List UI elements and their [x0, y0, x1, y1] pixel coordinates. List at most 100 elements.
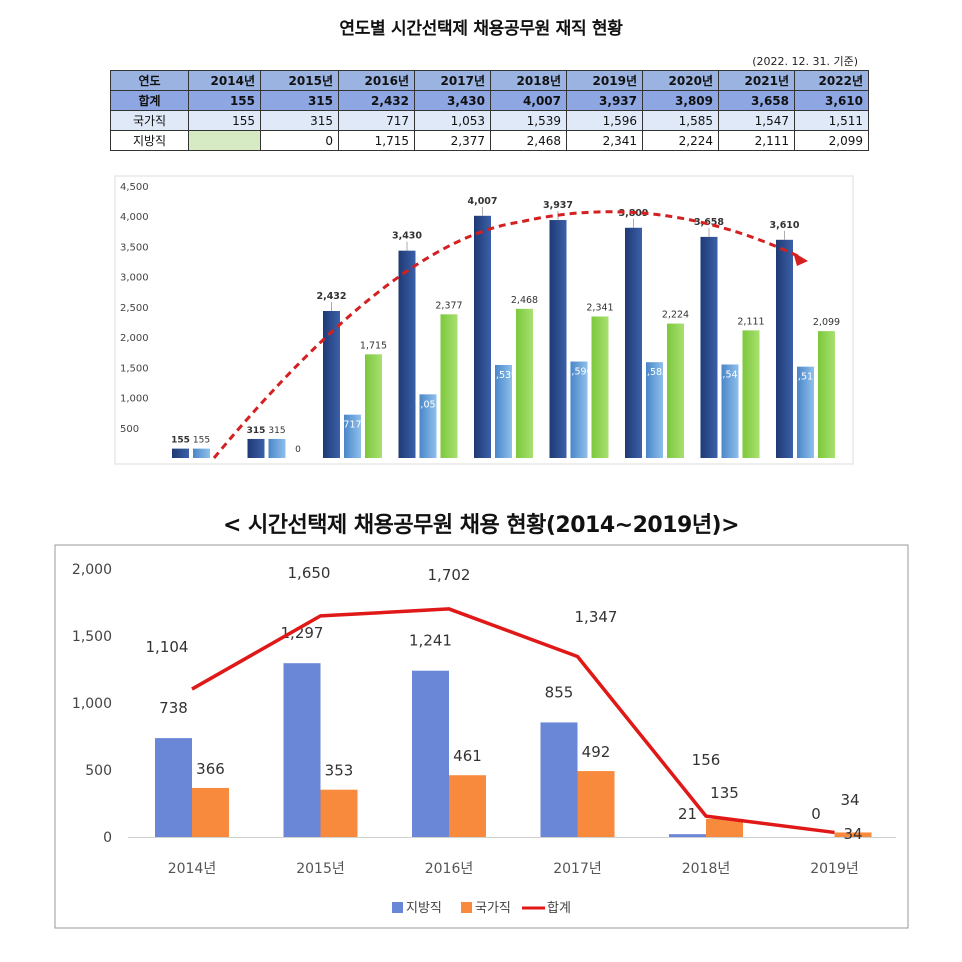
chart1-bar-total — [700, 236, 718, 458]
table-cell: 155 — [188, 90, 261, 111]
chart1-data-label: 1,585 — [641, 367, 668, 378]
chart1-data-label: 2,099 — [813, 317, 840, 328]
chart1-bar-national — [344, 414, 361, 458]
chart1-data-label: 3,658 — [694, 217, 724, 228]
chart1-y-tick-label: 2,000 — [120, 333, 149, 344]
chart1-bar-total — [172, 448, 189, 458]
chart2-data-label-total: 1,347 — [575, 608, 618, 626]
as-of-date: (2022. 12. 31. 기준) — [752, 55, 858, 68]
chart1-data-label: 2,468 — [511, 295, 538, 306]
chart1-bar-local — [365, 354, 382, 458]
chart2-x-tick-label: 2019년 — [810, 861, 859, 877]
chart2-data-label-local: 1,241 — [409, 632, 452, 650]
chart1-data-label: 3,610 — [769, 220, 799, 231]
legend-label-total: 합계 — [547, 901, 571, 916]
chart1-y-tick-label: 2,500 — [120, 303, 149, 314]
chart1-bar-total — [474, 215, 491, 458]
chart2-data-label-total: 156 — [692, 751, 721, 769]
header-year: 2017년 — [414, 70, 491, 91]
chart2-bar-local — [412, 670, 449, 837]
chart2-x-tick-label: 2015년 — [296, 861, 345, 877]
chart1-data-label: 315 — [268, 426, 285, 436]
chart2-x-tick-label: 2014년 — [168, 861, 217, 877]
table-title: 연도별 시간선택제 채용공무원 재직 현황 — [339, 19, 623, 39]
chart1-bar-total — [625, 227, 642, 458]
chart2-data-label-total: 1,650 — [288, 564, 331, 582]
chart1-bar-local — [591, 316, 609, 458]
chart2-bar-local — [283, 663, 321, 837]
chart2-data-label-national: 461 — [453, 747, 482, 765]
chart1-y-tick-label: 4,500 — [120, 182, 149, 193]
chart2-data-label-national: 135 — [710, 784, 739, 802]
row-label: 합계 — [110, 90, 189, 111]
chart1-data-label: 1,547 — [716, 369, 743, 380]
table-cell: 2,111 — [718, 130, 795, 151]
chart1-bar-national — [570, 361, 588, 458]
chart2-total-line — [191, 607, 835, 835]
chart1-bar-local — [742, 330, 760, 458]
chart2-y-tick-label: 1,500 — [72, 629, 112, 645]
table-header-row: 연도 2014년 2015년 2016년 2017년 2018년 2019년 2… — [110, 70, 869, 91]
chart1-bar-local — [440, 314, 458, 458]
chart1-y-tick-label: 4,000 — [120, 212, 149, 223]
chart1-data-label: 315 — [247, 426, 266, 436]
header-year: 2019년 — [566, 70, 643, 91]
table-cell: 3,430 — [414, 90, 491, 111]
table-row-total: 합계 155 315 2,432 3,430 4,007 3,937 3,809… — [110, 90, 869, 111]
chart1-bar-national — [646, 362, 663, 458]
chart1-trend-arrow — [212, 210, 803, 459]
chart1-bar-national — [721, 364, 739, 458]
chart1-bar-local — [818, 331, 835, 458]
chart1-bar-total — [247, 438, 265, 458]
chart2-data-label-national: 492 — [582, 743, 611, 761]
chart1-data-label: 155 — [193, 436, 210, 446]
chart1-y-tick-label: 1,000 — [120, 394, 149, 405]
table-cell: 3,610 — [794, 90, 869, 111]
table-row-national: 국가직 155 315 717 1,053 1,539 1,596 1,585 … — [110, 110, 869, 131]
chart2-data-label-local: 738 — [159, 699, 188, 717]
chart2-data-label-total: 34 — [840, 791, 859, 809]
chart1-data-label: 0 — [295, 445, 301, 455]
chart1-data-label: 3,430 — [392, 231, 422, 242]
chart1-bar-national — [193, 448, 210, 458]
chart2-title: < 시간선택제 채용공무원 채용 현황(2014~2019년)> — [222, 513, 740, 538]
chart2-y-tick-label: 1,000 — [72, 696, 112, 712]
chart1-data-label: 4,007 — [467, 196, 497, 207]
table-cell: 1,053 — [414, 110, 491, 131]
header-label: 연도 — [110, 70, 189, 91]
chart1-y-tick-label: 500 — [120, 424, 139, 435]
chart2-bar-national — [449, 775, 486, 837]
chart2-data-label-national: 353 — [325, 762, 354, 780]
chart2-bar-local — [540, 722, 578, 837]
header-year: 2014년 — [188, 70, 261, 91]
table-cell: 3,937 — [566, 90, 643, 111]
table-cell: 1,539 — [490, 110, 567, 131]
header-year: 2022년 — [794, 70, 869, 91]
chart2-data-label-national: 34 — [843, 825, 862, 843]
chart1-y-tick-label: 1,500 — [120, 363, 149, 374]
chart1-y-tick-label: 3,500 — [120, 242, 149, 253]
legend-swatch-local — [392, 902, 403, 913]
table-cell: 2,432 — [338, 90, 415, 111]
chart1-data-label: 1,539 — [490, 370, 517, 381]
table-cell: 1,511 — [794, 110, 869, 131]
status-table: 연도 2014년 2015년 2016년 2017년 2018년 2019년 2… — [110, 70, 869, 151]
chart1-data-label: 155 — [171, 436, 190, 446]
chart1-data-label: 2,111 — [737, 316, 764, 327]
table-cell: 2,468 — [490, 130, 567, 151]
table-cell: 2,377 — [414, 130, 491, 151]
chart1-bar-local — [516, 308, 533, 458]
header-year: 2015년 — [260, 70, 339, 91]
table-cell: 2,099 — [794, 130, 869, 151]
chart2-bar-national — [577, 771, 615, 837]
chart1-bar-national — [797, 366, 814, 458]
chart2-bar-local — [669, 834, 706, 837]
chart2-data-label-local: 21 — [678, 805, 697, 823]
table-cell: 0 — [260, 130, 339, 151]
chart2-data-label-total: 1,702 — [428, 566, 471, 584]
table-cell: 2,341 — [566, 130, 643, 151]
chart1-data-label: 2,432 — [316, 291, 346, 302]
legend-label-local: 지방직 — [406, 901, 442, 916]
chart2-data-label-national: 366 — [196, 760, 225, 778]
chart1-bar-local — [667, 323, 684, 458]
